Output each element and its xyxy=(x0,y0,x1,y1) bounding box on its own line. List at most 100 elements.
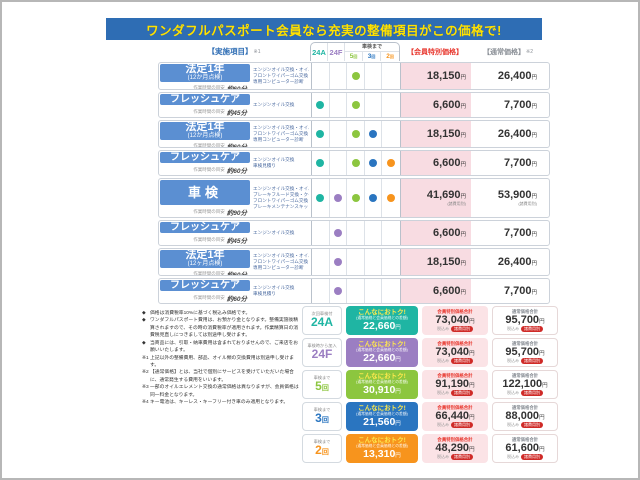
dot-cell-col1 xyxy=(312,279,330,303)
summary-plan-code: 車検時から加入 24F xyxy=(302,338,342,367)
work-time-value: 約45分 xyxy=(226,237,247,245)
normal-total-box: 通常価格合計 122,100円 税込み 諸費用別 xyxy=(492,370,558,399)
normal-price-cell: 7,700円 xyxy=(471,221,545,245)
footnote-text: 価格は消費税率10%に基づく税込み価格です。 xyxy=(150,311,251,316)
member-price-cell: 18,150円 xyxy=(401,63,471,89)
member-total-label: 会員特別価格合計 xyxy=(437,436,473,442)
member-total-label: 会員特別価格合計 xyxy=(437,308,473,314)
row-name: 法定1年 xyxy=(185,63,225,75)
member-price: 6,600円 xyxy=(432,98,466,111)
footnote-line: ※3 一部のオイルエレメント交換の通常価格は異なりますが、会員価格は同一料金となり… xyxy=(142,384,300,399)
member-price-cell: 18,150円 xyxy=(401,121,471,147)
summary-plan-value: 24F xyxy=(311,347,333,362)
row-description: エンジンオイル交換・オイルエレメント交換ブレーキフルード交換・クーラントプラスプ… xyxy=(251,179,311,217)
normal-price: 7,700円 xyxy=(503,284,537,297)
member-price: 18,150円 xyxy=(426,69,466,82)
summary-plan-code: 次回車検付 24A xyxy=(302,306,342,335)
summary-row: 車検時から加入 24F こんなにおトク! (通常価格と会員価格との差額) 22,660円… xyxy=(302,338,558,367)
header-col-24a: 24A xyxy=(311,43,328,61)
tax-note: 税込み 諸費用別 xyxy=(437,390,473,397)
plan-dot-cells xyxy=(311,179,401,217)
normal-price: 26,400円 xyxy=(497,255,537,268)
dot-cell-col2 xyxy=(330,279,348,303)
page-title: ワンダフルパスポート会員なら充実の整備項目がこの価格で! xyxy=(146,23,502,38)
included-dot xyxy=(351,101,360,109)
included-dot xyxy=(351,194,360,202)
dot-cell-col1 xyxy=(312,179,330,217)
member-total-label: 会員特別価格合計 xyxy=(437,404,473,410)
work-time: 作業時間の目安 約60分 xyxy=(159,83,251,89)
row-description: エンジンオイル交換・オイルエレメント交換フロントワイパーゴム交換・キー電池交換専… xyxy=(251,249,311,275)
row-label-cell: フレッシュケア 作業時間の目安 約60分 xyxy=(159,151,251,175)
description-line: 専用コンピューター診断 xyxy=(253,137,304,143)
dot-cell-col3 xyxy=(347,151,365,175)
description-line: エンジンオイル交換 xyxy=(253,229,295,235)
normal-price-note: (諸費用別) xyxy=(518,200,537,206)
included-dot xyxy=(369,194,378,202)
row-label-cell: フレッシュケア 作業時間の目安 約60分 xyxy=(159,279,251,303)
savings-subtitle: (通常価格と会員価格との差額) xyxy=(356,347,408,352)
member-total-box: 会員特別価格合計 48,290円 税込み 諸費用別 xyxy=(422,434,488,463)
tax-included-label: 税込み xyxy=(507,422,519,428)
summary-row: 車検まで 5回 こんなにおトク! (通常価格と会員価格との差額) 30,910円 会員特別… xyxy=(302,370,558,399)
savings-amount: 21,560円 xyxy=(363,416,401,429)
savings-subtitle: (通常価格と会員価格との差額) xyxy=(356,315,408,320)
dot-cell-col1 xyxy=(312,93,330,117)
footnote-mark: ※4 xyxy=(142,400,149,406)
summary-plan-caption: 車検時から加入 xyxy=(307,342,337,348)
member-total-amount: 73,040円 xyxy=(435,345,475,358)
plan-dot-cells xyxy=(311,249,401,275)
summary-plan-caption: 車検まで xyxy=(313,374,331,380)
normal-price-footnote: ※2 xyxy=(526,48,533,55)
dot-cell-col3 xyxy=(347,121,365,147)
member-price: 6,600円 xyxy=(432,284,466,297)
savings-title: こんなにおトク! xyxy=(358,308,406,316)
work-time: 作業時間の目安 約60分 xyxy=(159,141,251,147)
member-price-cell: 6,600円 xyxy=(401,93,471,117)
savings-title: こんなにおトク! xyxy=(358,404,406,412)
savings-box: こんなにおトク! (通常価格と会員価格との差額) 22,660円 xyxy=(346,338,418,367)
member-price: 18,150円 xyxy=(426,255,466,268)
row-name: 法定1年 xyxy=(185,249,225,261)
description-line: ブレーキメンテナンスキット・専用コンピューター診断 xyxy=(253,204,309,210)
dot-cell-col3 xyxy=(347,249,365,275)
included-dot xyxy=(333,229,342,237)
row-label-cell: 車検 作業時間の目安 約90分 xyxy=(159,179,251,217)
member-price: 41,690円 xyxy=(426,188,466,201)
dot-cell-col4 xyxy=(365,279,383,303)
fees-excluded-badge: 諸費用別 xyxy=(521,326,543,333)
footnote-line: ◆ 当商品には、引取・納車費用は含まれておりませんので、ご来店をお願いいたします。 xyxy=(142,340,300,355)
row-description: エンジンオイル交換 車検見積り xyxy=(251,279,311,303)
table-row: フレッシュケア 作業時間の目安 約60分 エンジンオイル交換 車検見積り 6,600円 7,… xyxy=(158,150,550,176)
savings-subtitle: (通常価格と会員価格との差額) xyxy=(356,379,408,384)
fees-excluded-badge: 諸費用別 xyxy=(451,454,473,461)
member-price-cell: 18,150円 xyxy=(401,249,471,275)
work-time-caption: 作業時間の目安 xyxy=(193,236,225,242)
dot-cell-col5 xyxy=(382,93,400,117)
normal-price-cell: 26,400円 xyxy=(471,63,545,89)
tax-note: 税込み 諸費用別 xyxy=(437,422,473,429)
savings-amount: 13,310円 xyxy=(363,448,401,461)
dot-cell-col2 xyxy=(330,151,348,175)
footnote-text: 当商品には、引取・納車費用は含まれておりませんので、ご来店をお願いいたします。 xyxy=(150,340,299,354)
included-dot xyxy=(369,159,378,167)
footnote-mark: ◆ xyxy=(142,318,146,324)
footnote-text: 上記以外の整備費用、部品、オイル類の交換費用は別途申し受けます。 xyxy=(150,355,294,368)
savings-subtitle: (通常価格と会員価格との差額) xyxy=(356,443,408,448)
member-total-label: 会員特別価格合計 xyxy=(437,340,473,346)
normal-total-label: 通常価格合計 xyxy=(511,340,539,346)
member-total-box: 会員特別価格合計 73,040円 税込み 諸費用別 xyxy=(422,338,488,367)
savings-subtitle: (通常価格と会員価格との差額) xyxy=(356,411,408,416)
normal-total-box: 通常価格合計 95,700円 税込み 諸費用別 xyxy=(492,306,558,335)
fees-excluded-badge: 諸費用別 xyxy=(451,390,473,397)
tax-note: 税込み 諸費用別 xyxy=(437,454,473,461)
summary-plan-code: 車検まで 2回 xyxy=(302,434,342,463)
summary-plan-value: 5回 xyxy=(315,379,329,394)
description-line: エンジンオイル交換 xyxy=(253,101,295,107)
normal-total-amount: 122,100円 xyxy=(502,377,548,390)
work-time-caption: 作業時間の目安 xyxy=(193,208,225,214)
